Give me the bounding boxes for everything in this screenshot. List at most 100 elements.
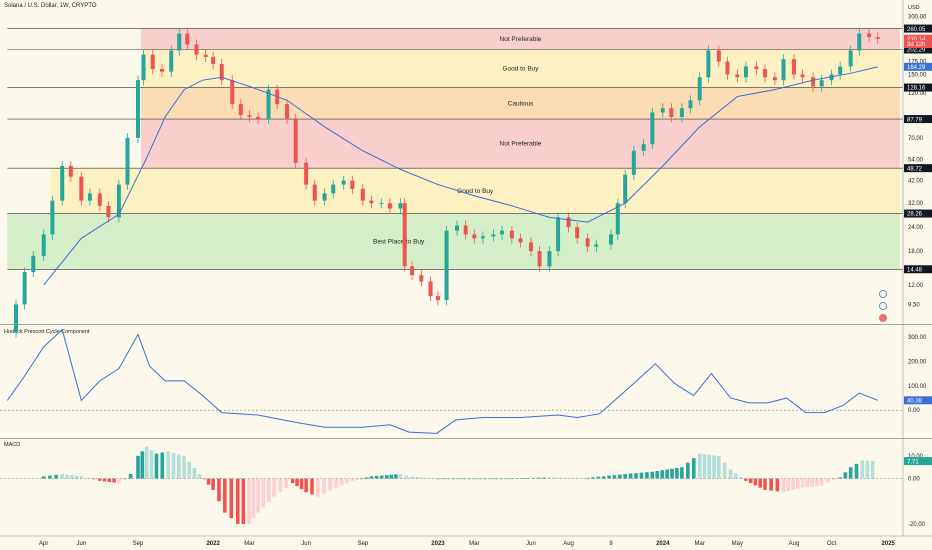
candle-body — [60, 165, 65, 201]
macd-bar — [420, 477, 425, 479]
candle-body — [14, 304, 19, 333]
macd-bar — [717, 455, 721, 479]
macd-bar — [112, 478, 116, 483]
price-tick-label: 175.00 — [908, 60, 927, 66]
macd-bar — [634, 473, 638, 479]
macd-bar — [272, 478, 276, 497]
macd-bar — [328, 478, 332, 491]
macd-bar — [48, 475, 52, 479]
candle-body — [398, 203, 403, 209]
candle-body — [585, 238, 590, 247]
macd-bar — [60, 474, 65, 479]
candle-body — [387, 203, 392, 209]
macd-bar — [670, 468, 674, 479]
macd-bar — [144, 446, 149, 479]
candle-body — [97, 193, 102, 206]
macd-bar — [187, 461, 192, 479]
level-tag-label: 87.79 — [907, 117, 923, 123]
macd-bar — [601, 476, 606, 479]
macd-bar — [753, 478, 758, 486]
candle-body — [706, 50, 711, 78]
macd-bar — [295, 478, 299, 487]
macd-bar — [628, 473, 633, 479]
macd-bar — [54, 474, 58, 479]
macd-bar — [334, 478, 339, 488]
macd-bar — [733, 473, 738, 479]
macd-bar — [192, 467, 197, 479]
candle-body — [350, 180, 355, 189]
macd-bar — [564, 477, 568, 479]
macd-bar — [69, 475, 74, 479]
candle-body — [472, 234, 477, 239]
candle-body — [556, 217, 561, 252]
macd-bar — [436, 478, 440, 480]
candle-body — [194, 44, 199, 55]
macd-bar — [472, 478, 477, 480]
macd-bar — [536, 477, 541, 479]
price-tick-label: 24.00 — [908, 225, 924, 231]
macd-bar — [697, 453, 702, 479]
macd-bar — [229, 478, 234, 519]
macd-bar — [154, 453, 159, 479]
macd-bar — [339, 478, 344, 486]
macd-bar — [569, 477, 574, 479]
candle-body — [641, 144, 646, 151]
macd-bar — [477, 478, 482, 480]
candle-body — [285, 104, 290, 119]
candle-body — [650, 112, 655, 145]
time-tick-label: Mar — [695, 541, 705, 547]
candle-body — [763, 69, 768, 78]
time-tick-label: 2023 — [431, 541, 445, 547]
level-tag — [904, 45, 932, 54]
candle-body — [50, 200, 55, 235]
candle-body — [848, 50, 853, 67]
macd-bar — [819, 478, 824, 486]
macd-bar — [618, 474, 622, 479]
moving-average-line — [43, 66, 878, 286]
macd-bar — [202, 478, 206, 480]
hp-tick-label: 200.00 — [908, 359, 927, 365]
candle-body — [219, 63, 224, 81]
macd-bar — [379, 475, 384, 479]
candle-body — [857, 33, 862, 51]
level-tag — [904, 115, 932, 124]
price-tag-label: 230.14 — [907, 37, 926, 43]
candle-body — [322, 193, 327, 201]
hp-value-label: 40.38 — [907, 399, 923, 405]
price-tag-label: 3d 12h — [907, 42, 925, 48]
candle-body — [68, 165, 73, 177]
level-tag-label: 48.72 — [907, 166, 923, 172]
candle-body — [735, 74, 740, 78]
macd-bar — [197, 474, 202, 479]
macd-bar — [256, 478, 260, 513]
macd-bar — [596, 476, 601, 479]
candle-body — [141, 54, 146, 81]
price-tag — [904, 34, 932, 43]
macd-bar — [499, 478, 503, 480]
macd-bar — [542, 477, 546, 479]
candle-body — [159, 69, 164, 72]
macd-bar — [665, 469, 669, 479]
price-tag — [904, 62, 932, 71]
macd-bar — [510, 478, 514, 480]
time-tick-label: May — [732, 541, 743, 547]
macd-bar — [415, 477, 420, 479]
candle-body — [518, 238, 523, 243]
zone-label: Good to Buy — [457, 188, 494, 195]
macd-bar — [722, 462, 727, 479]
time-tick-label: 2024 — [656, 541, 670, 547]
candle-body — [875, 37, 880, 39]
macd-bar — [848, 467, 853, 479]
level-tag-label: 128.16 — [907, 86, 926, 92]
candle-body — [528, 242, 533, 252]
macd-bar — [345, 478, 349, 484]
candle-body — [697, 77, 702, 101]
candle-body — [811, 77, 816, 87]
macd-bar — [261, 478, 266, 508]
macd-bar — [800, 478, 805, 488]
candle-body — [867, 33, 872, 38]
level-tag — [904, 164, 932, 173]
candle-body — [743, 66, 748, 78]
macd-bar — [211, 478, 215, 490]
